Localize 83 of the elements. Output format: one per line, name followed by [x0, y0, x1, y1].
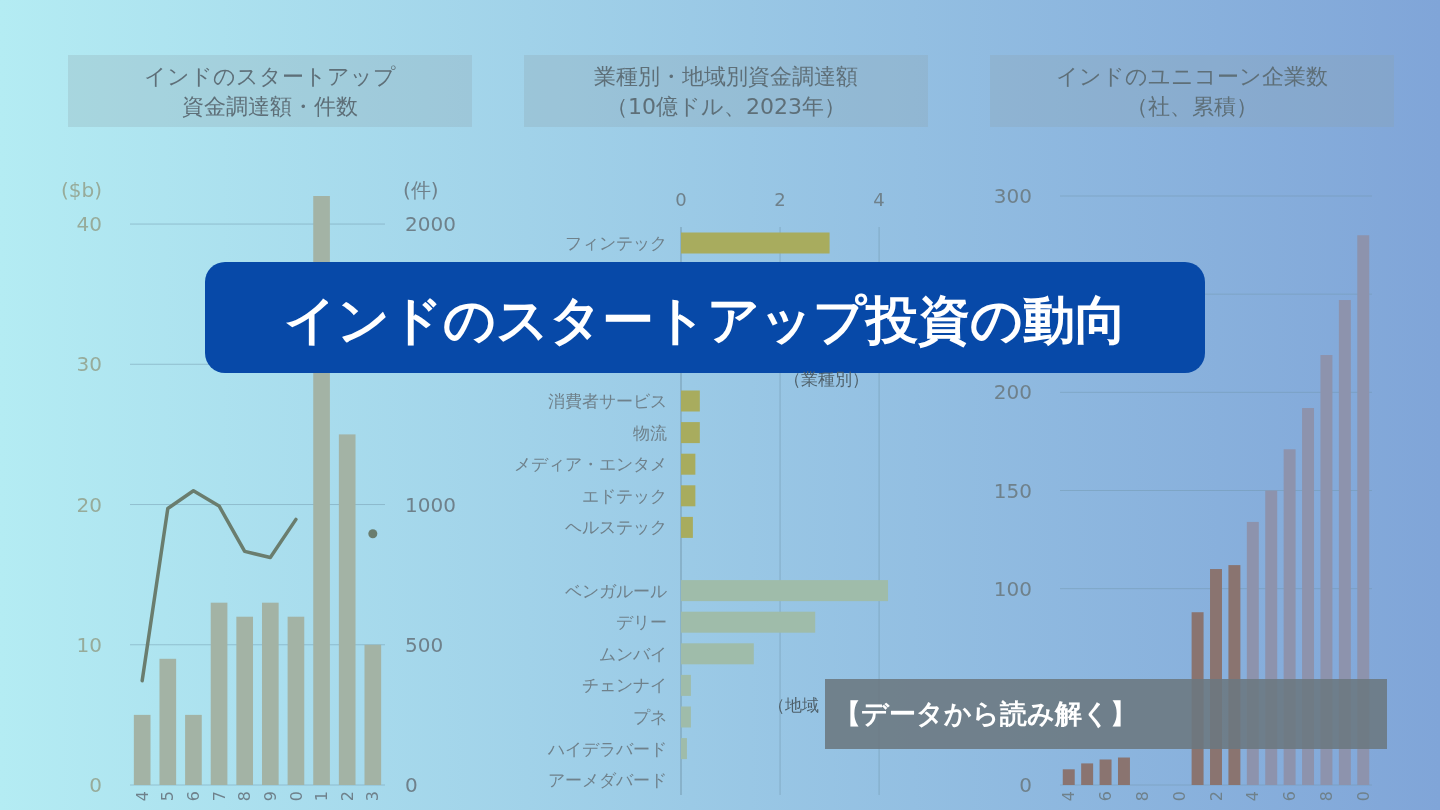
bar: [133, 714, 151, 785]
y2-tick-label: 1000: [405, 492, 456, 517]
y-tick-label: 200: [993, 380, 1032, 405]
y-tick-label: ムンバイ: [599, 643, 667, 664]
x-tick-label: 0: [675, 189, 687, 210]
y-tick-label: 30: [76, 352, 102, 377]
bar: [261, 602, 279, 785]
x-tick-label: 4: [1059, 791, 1079, 802]
bar: [681, 611, 816, 633]
bar: [681, 232, 830, 254]
bar: [681, 738, 687, 760]
bar: [1062, 769, 1075, 785]
x-tick-label: 0: [1169, 791, 1189, 802]
bar: [1099, 759, 1112, 785]
x-tick-label: 8: [1132, 791, 1152, 802]
x-tick-label: 7: [209, 791, 229, 802]
y-tick-label: 100: [993, 576, 1032, 601]
x-tick-label: 9: [260, 791, 280, 802]
y2-axis-title: (件): [403, 178, 439, 202]
annotation: 【データから読み解く】: [834, 698, 1137, 730]
y-tick-label: フィンテック: [565, 232, 667, 253]
y-tick-label: アーメダバード: [548, 770, 667, 791]
chart-title: インドのスタートアップ: [144, 64, 396, 89]
bar: [287, 616, 305, 785]
bar: [681, 516, 693, 538]
y-tick-label: 物流: [633, 422, 667, 443]
x-tick-label: 1: [312, 791, 332, 802]
bar: [236, 616, 254, 785]
y-tick-label: デリー: [616, 612, 667, 633]
y-tick-label: ハイデラバード: [547, 738, 667, 759]
x-tick-label: 4: [132, 791, 152, 802]
bar: [364, 644, 382, 785]
x-tick-label: 5: [158, 791, 178, 802]
y-tick-label: 150: [993, 478, 1032, 503]
y2-tick-label: 2000: [405, 212, 456, 237]
bar: [681, 390, 700, 412]
x-tick-label: 6: [184, 791, 204, 802]
y-tick-label: 300: [993, 184, 1032, 208]
x-tick-label: 6: [1280, 791, 1300, 802]
bar: [681, 674, 691, 696]
bar: [681, 580, 889, 602]
x-tick-label: 4: [1243, 791, 1263, 802]
y-tick-label: 40: [76, 212, 102, 237]
chart-subtitle: 資金調達額・件数: [182, 94, 358, 119]
bar: [681, 485, 696, 507]
bar: [681, 643, 754, 665]
bar: [210, 602, 228, 785]
y-tick-label: ヘルステック: [565, 517, 667, 538]
x-tick-label: 2: [774, 189, 786, 210]
x-tick-label: 2: [337, 791, 357, 802]
bar: [185, 714, 202, 785]
x-tick-label: 2: [1206, 791, 1226, 802]
x-tick-label: 8: [235, 791, 255, 802]
chart-title: インドのユニコーン企業数: [1056, 64, 1328, 89]
x-tick-label: 8: [1317, 791, 1337, 802]
y-tick-label: チェンナイ: [582, 675, 667, 696]
bar: [338, 434, 356, 785]
y-tick-label: 10: [76, 632, 102, 657]
x-tick-label: 0: [1353, 791, 1373, 802]
annotation: （地域: [768, 695, 819, 715]
chart-subtitle: （10億ドル、2023年）: [606, 94, 846, 119]
y-tick-label: メディア・エンタメ: [514, 454, 667, 475]
y2-tick-label: 500: [405, 632, 444, 657]
chart-title: 業種別・地域別資金調達額: [594, 64, 858, 89]
x-tick-label: 4: [873, 189, 885, 210]
y-tick-label: プネ: [633, 706, 667, 727]
chart-subtitle: （社、累積）: [1126, 94, 1258, 119]
annotation: インドのスタートアップ投資の動向: [283, 290, 1127, 351]
bar: [681, 706, 691, 728]
bar: [1117, 757, 1130, 785]
y-tick-label: 消費者サービス: [548, 390, 667, 411]
bar: [159, 658, 177, 785]
y-axis-title: ($b): [60, 178, 102, 202]
y-tick-label: エドテック: [582, 485, 667, 506]
annotation: （業種別）: [784, 369, 869, 389]
bar: [1081, 763, 1094, 785]
x-tick-label: 6: [1096, 791, 1116, 802]
y-tick-label: 20: [76, 492, 102, 517]
bar: [681, 453, 696, 475]
bar: [681, 422, 700, 444]
x-tick-label: 3: [363, 791, 383, 802]
x-tick-label: 0: [286, 791, 306, 802]
y-tick-label: ベンガルール: [565, 580, 667, 601]
